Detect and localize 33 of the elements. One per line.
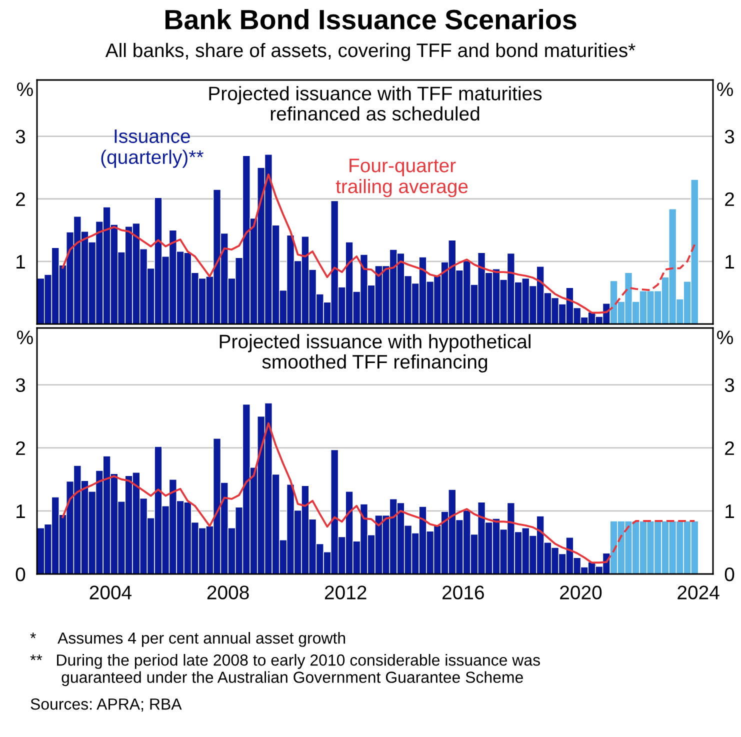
y-tick-label: 2 — [16, 192, 25, 206]
y2-axis-title: % — [717, 82, 733, 96]
x-tick-label: 2004 — [90, 586, 132, 600]
y2-tick-label: 3 — [724, 378, 734, 392]
annotation: Projected issuance with hypothetical smoothed TFF refinancing — [220, 334, 530, 373]
text: Four-quarter trailing average — [336, 158, 468, 198]
y2-axis-title: % — [717, 330, 733, 344]
y-tick-label: 3 — [16, 378, 26, 392]
y2-tick-label: 2 — [725, 192, 734, 206]
y-axis-title: % — [17, 82, 33, 96]
y-tick-label: 2 — [16, 441, 25, 455]
x-tick-label: 2020 — [560, 586, 602, 600]
y-tick-label: 1 — [16, 255, 25, 268]
x-tick-label: 2016 — [442, 586, 484, 600]
y-tick-label: 0 — [16, 567, 26, 582]
annotation: Projected issuance with TFF maturities refinanced as scheduled — [209, 86, 542, 121]
x-tick-label: 2012 — [324, 586, 366, 600]
y2-tick-label: 2 — [725, 441, 734, 455]
text: * Assumes 4 per cent annual asset growth — [30, 632, 346, 647]
chart-subtitle: All banks, share of assets, covering TFF and bond maturities* — [105, 42, 636, 62]
y2-tick-label: 3 — [724, 130, 734, 144]
source-note: Sources: APRA; RBA — [30, 698, 182, 712]
x-tick-label: 2024 — [678, 586, 720, 600]
text: ** During the period late 2008 to early 2010 considerable issuance was guaranteed under the Australian Government Guarantee Scheme — [30, 654, 540, 686]
y-tick-label: 1 — [16, 504, 25, 518]
chart-title: Bank Bond Issuance Scenarios — [166, 9, 576, 30]
y2-tick-label: 0 — [724, 567, 734, 582]
x-tick-label: 2008 — [207, 586, 249, 600]
y-tick-label: 3 — [16, 130, 26, 144]
series-label: Issuance (quarterly)** — [101, 130, 204, 168]
y2-tick-label: 1 — [726, 255, 734, 268]
y2-tick-label: 1 — [726, 504, 734, 518]
y-axis-title: % — [17, 330, 33, 344]
